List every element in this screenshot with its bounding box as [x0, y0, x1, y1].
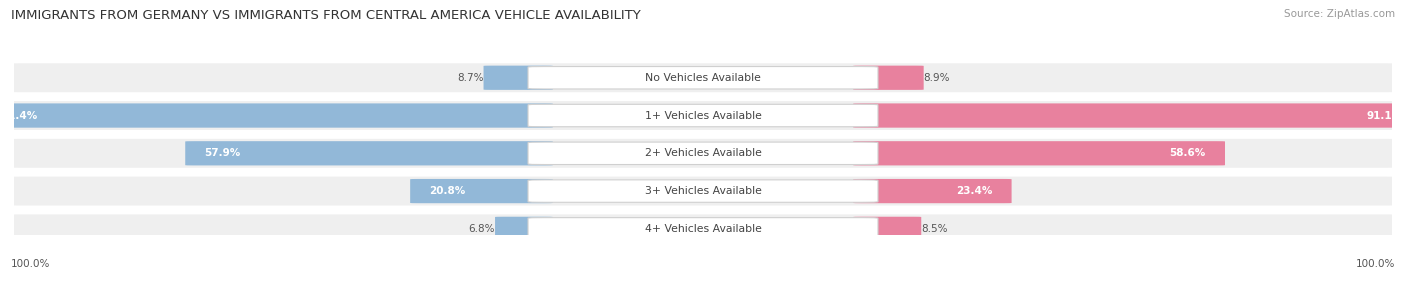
- Text: 4+ Vehicles Available: 4+ Vehicles Available: [644, 224, 762, 234]
- Text: 8.5%: 8.5%: [921, 224, 948, 234]
- Text: No Vehicles Available: No Vehicles Available: [645, 73, 761, 83]
- Text: 91.1%: 91.1%: [1367, 110, 1403, 120]
- FancyBboxPatch shape: [10, 139, 1396, 168]
- FancyBboxPatch shape: [853, 179, 1011, 203]
- FancyBboxPatch shape: [10, 214, 1396, 243]
- FancyBboxPatch shape: [10, 101, 1396, 130]
- FancyBboxPatch shape: [529, 142, 877, 164]
- FancyBboxPatch shape: [484, 65, 553, 90]
- FancyBboxPatch shape: [411, 179, 553, 203]
- Text: 3+ Vehicles Available: 3+ Vehicles Available: [644, 186, 762, 196]
- FancyBboxPatch shape: [853, 217, 921, 241]
- FancyBboxPatch shape: [186, 141, 553, 165]
- Text: 2+ Vehicles Available: 2+ Vehicles Available: [644, 148, 762, 158]
- FancyBboxPatch shape: [0, 104, 553, 128]
- FancyBboxPatch shape: [853, 141, 1225, 165]
- FancyBboxPatch shape: [529, 180, 877, 202]
- Text: 8.7%: 8.7%: [457, 73, 484, 83]
- Text: 8.9%: 8.9%: [924, 73, 950, 83]
- Text: 20.8%: 20.8%: [429, 186, 465, 196]
- Text: 100.0%: 100.0%: [1355, 259, 1395, 269]
- FancyBboxPatch shape: [529, 218, 877, 240]
- Text: 1+ Vehicles Available: 1+ Vehicles Available: [644, 110, 762, 120]
- FancyBboxPatch shape: [10, 63, 1396, 92]
- Text: 100.0%: 100.0%: [11, 259, 51, 269]
- Text: 23.4%: 23.4%: [956, 186, 993, 196]
- Text: Source: ZipAtlas.com: Source: ZipAtlas.com: [1284, 9, 1395, 19]
- FancyBboxPatch shape: [10, 177, 1396, 206]
- Text: 58.6%: 58.6%: [1170, 148, 1206, 158]
- Text: 6.8%: 6.8%: [468, 224, 495, 234]
- FancyBboxPatch shape: [853, 65, 924, 90]
- Text: 91.4%: 91.4%: [1, 110, 38, 120]
- FancyBboxPatch shape: [495, 217, 553, 241]
- Text: 57.9%: 57.9%: [204, 148, 240, 158]
- FancyBboxPatch shape: [529, 67, 877, 89]
- FancyBboxPatch shape: [853, 104, 1406, 128]
- FancyBboxPatch shape: [529, 104, 877, 127]
- Text: IMMIGRANTS FROM GERMANY VS IMMIGRANTS FROM CENTRAL AMERICA VEHICLE AVAILABILITY: IMMIGRANTS FROM GERMANY VS IMMIGRANTS FR…: [11, 9, 641, 21]
